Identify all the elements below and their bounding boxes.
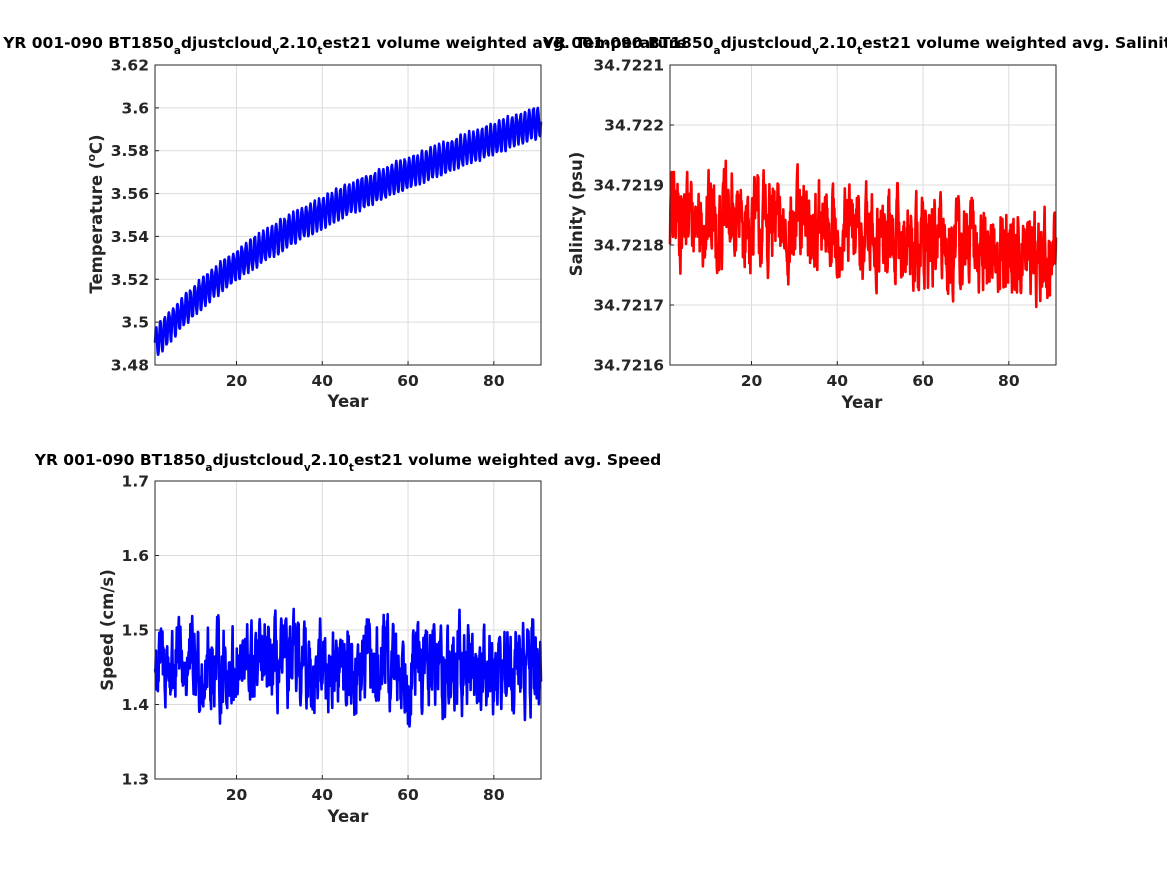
temperature-axes-frame: [154, 64, 542, 366]
temperature-y-tick-label: 3.5: [122, 314, 149, 332]
salinity-y-tick-label: 34.7221: [593, 57, 664, 75]
speed-x-label: Year: [327, 807, 370, 826]
temperature-y-label: Temperature (oC): [85, 134, 106, 293]
speed-y-tick-label: 1.4: [122, 696, 150, 714]
salinity-title: YR 001-090 BT1850adjustcloudv2.10test21 …: [542, 34, 1167, 57]
speed-y-ticks: 1.3 1.4 1.5 1.6 1.7: [122, 473, 159, 789]
temperature-x-ticks: 20 40 60 80: [226, 361, 505, 390]
salinity-y-tick-label: 34.7218: [593, 237, 664, 255]
salinity-x-tick-label: 80: [998, 372, 1020, 390]
temperature-y-ticks: 3.48 3.5 3.52 3.54 3.56 3.58 3.6 3.62: [111, 57, 159, 375]
salinity-y-tick-label: 34.7217: [593, 297, 664, 315]
speed-x-ticks: 20 40 60 80: [226, 775, 505, 804]
speed-y-tick-label: 1.3: [122, 771, 149, 789]
temperature-panel: YR 001-090 BT1850adjustcloudv2.10test21 …: [2, 34, 687, 411]
speed-y-tick-label: 1.7: [122, 473, 149, 491]
temperature-y-tick-label: 3.58: [111, 142, 149, 160]
salinity-x-tick-label: 40: [826, 372, 848, 390]
temperature-grid: [155, 64, 541, 366]
speed-x-tick-label: 20: [226, 786, 248, 804]
temperature-title: YR 001-090 BT1850adjustcloudv2.10test21 …: [2, 34, 687, 57]
salinity-x-ticks: 20 40 60 80: [741, 361, 1020, 390]
temperature-x-tick-label: 80: [483, 372, 505, 390]
temperature-series-line: [153, 106, 543, 356]
temperature-x-tick-label: 20: [226, 372, 248, 390]
speed-y-tick-label: 1.6: [122, 547, 149, 565]
salinity-x-tick-label: 20: [741, 372, 763, 390]
salinity-axes-frame: [669, 64, 1057, 366]
speed-panel: YR 001-090 BT1850adjustcloudv2.10test21 …: [34, 451, 662, 826]
speed-x-tick-label: 40: [311, 786, 333, 804]
temperature-y-tick-label: 3.6: [122, 99, 149, 117]
salinity-x-label: Year: [841, 393, 884, 412]
temperature-x-label: Year: [327, 392, 370, 411]
salinity-y-tick-label: 34.7219: [593, 177, 664, 195]
speed-y-tick-label: 1.5: [122, 622, 149, 640]
temperature-y-tick-label: 3.48: [111, 357, 149, 375]
temperature-y-tick-label: 3.56: [111, 185, 149, 203]
speed-title: YR 001-090 BT1850adjustcloudv2.10test21 …: [34, 451, 662, 474]
speed-axes-frame: [154, 480, 542, 780]
speed-x-tick-label: 60: [397, 786, 419, 804]
salinity-x-tick-label: 60: [912, 372, 934, 390]
salinity-panel: YR 001-090 BT1850adjustcloudv2.10test21 …: [542, 34, 1167, 412]
speed-x-tick-label: 80: [483, 786, 505, 804]
temperature-y-tick-label: 3.54: [111, 228, 149, 246]
temperature-x-tick-label: 60: [397, 372, 419, 390]
salinity-y-tick-label: 34.722: [604, 117, 664, 135]
temperature-x-tick-label: 40: [311, 372, 333, 390]
salinity-y-tick-label: 34.7216: [593, 357, 664, 375]
salinity-y-label: Salinity (psu): [567, 152, 586, 277]
speed-y-label: Speed (cm/s): [98, 569, 117, 691]
temperature-y-tick-label: 3.52: [111, 271, 149, 289]
salinity-series-line: [668, 159, 1058, 309]
salinity-y-ticks: 34.7216 34.7217 34.7218 34.7219 34.722 34.722…: [593, 57, 674, 375]
speed-series-line: [153, 607, 543, 728]
temperature-y-tick-label: 3.62: [111, 57, 149, 75]
